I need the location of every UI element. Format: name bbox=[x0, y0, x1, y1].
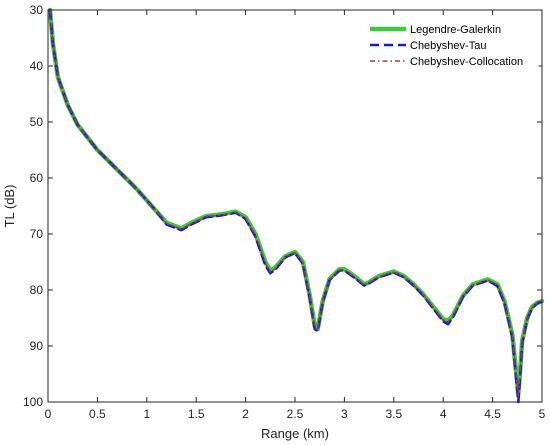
tick-layer: 0 0.5 1 1.5 2 2.5 3 3.5 4 4.5 5 30 40 50 60 70 80 90 100 bbox=[23, 3, 546, 421]
y-tick-label: 50 bbox=[30, 115, 44, 129]
legend-label: Legendre-Galerkin bbox=[410, 24, 501, 36]
x-tick-label: 2 bbox=[242, 407, 249, 421]
x-tick-label: 0.5 bbox=[89, 407, 106, 421]
legend-label: Chebyshev-Collocation bbox=[410, 56, 523, 68]
legend: Legendre-Galerkin Chebyshev-Tau Chebyshev-… bbox=[361, 17, 539, 71]
x-tick-label: 1.5 bbox=[188, 407, 205, 421]
series-line-chebyshev-collocation bbox=[49, 9, 543, 398]
x-tick-label: 1 bbox=[143, 407, 150, 421]
x-tick-label: 0 bbox=[45, 407, 52, 421]
x-tick-label: 4.5 bbox=[484, 407, 501, 421]
x-axis-label: Range (km) bbox=[261, 426, 329, 441]
x-tick-label: 2.5 bbox=[287, 407, 304, 421]
y-tick-label: 30 bbox=[30, 3, 44, 17]
y-tick-label: 70 bbox=[30, 227, 44, 241]
x-tick-label: 3 bbox=[341, 407, 348, 421]
y-tick-label: 100 bbox=[23, 395, 43, 409]
x-tick-label: 3.5 bbox=[385, 407, 402, 421]
y-tick-label: 90 bbox=[30, 339, 44, 353]
x-tick-label: 4 bbox=[440, 407, 447, 421]
y-tick-label: 80 bbox=[30, 283, 44, 297]
plot-area bbox=[48, 10, 542, 402]
x-tick-label: 5 bbox=[539, 407, 546, 421]
legend-label: Chebyshev-Tau bbox=[410, 40, 486, 52]
y-axis-label: TL (dB) bbox=[2, 185, 17, 228]
series-layer bbox=[47, 7, 545, 404]
y-tick-label: 40 bbox=[30, 59, 44, 73]
y-tick-label: 60 bbox=[30, 171, 44, 185]
